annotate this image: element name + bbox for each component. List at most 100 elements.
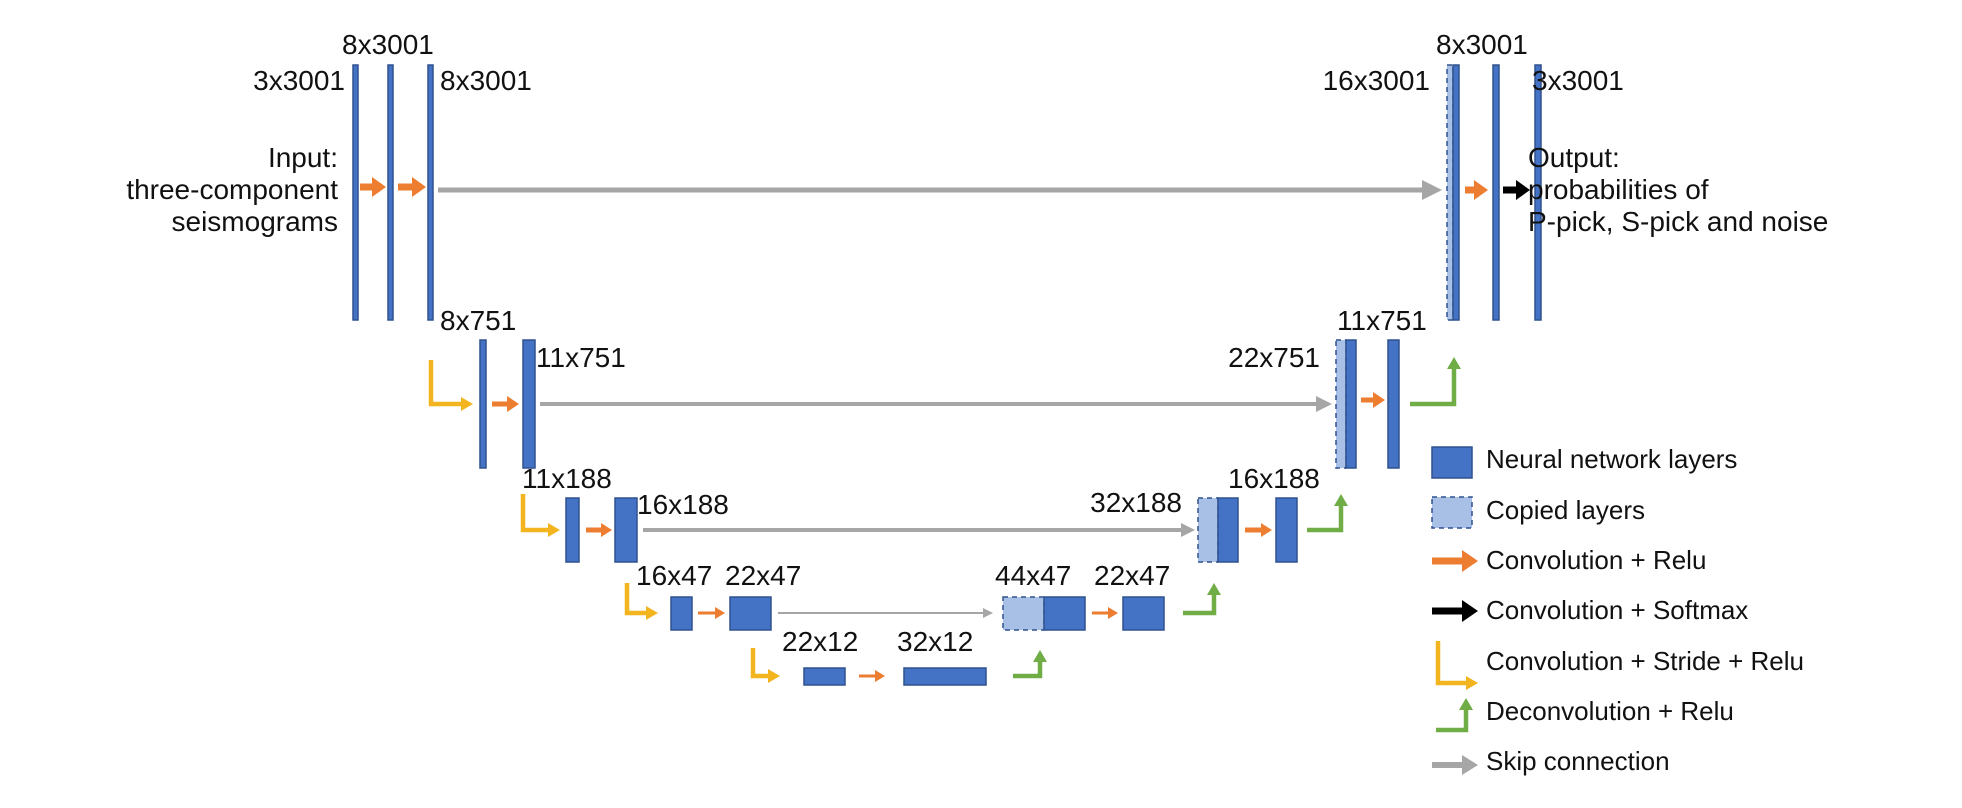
legend-conv-relu-icon-head <box>1462 550 1478 572</box>
layer-block <box>1043 596 1086 631</box>
dim-label: 11x188 <box>522 463 612 494</box>
dim-label: 8x3001 <box>440 65 532 96</box>
layer-block <box>1534 64 1542 321</box>
dim-label: 16x188 <box>637 489 729 520</box>
layer-block <box>1275 497 1298 563</box>
stride-arrow-head <box>768 669 780 683</box>
conv-stride-relu-arrow <box>520 494 560 537</box>
legend-label: Neural network layers <box>1486 444 1737 474</box>
layer-block <box>903 667 987 686</box>
deconv-arrow-body <box>1410 367 1457 407</box>
input-text-line-1: Input: <box>268 142 338 173</box>
conv-relu-arrow-head <box>1108 607 1118 619</box>
dim-label: 3x3001 <box>1532 65 1624 96</box>
dim-label: 11x751 <box>536 342 626 373</box>
deconv-relu-arrow <box>1436 698 1473 733</box>
conv-stride-relu-arrow <box>624 583 658 620</box>
output-description: Output: probabilities of P-pick, S-pick … <box>1528 142 1828 237</box>
deconv-relu-arrow <box>1307 494 1348 533</box>
dim-label: 22x751 <box>1228 342 1320 373</box>
stride-arrow-body <box>624 583 648 616</box>
network-layers <box>352 64 1542 686</box>
copied-layer-block <box>1431 496 1473 529</box>
deconv-arrow-body <box>1183 593 1217 616</box>
skip-connection-arrow-head <box>1316 396 1332 412</box>
layer-block <box>1217 497 1239 563</box>
layer-block <box>1387 339 1400 469</box>
legend-icons <box>1431 446 1478 775</box>
dim-label: 16x188 <box>1228 463 1320 494</box>
dim-label: 22x12 <box>782 626 858 657</box>
stride-arrow-head <box>646 606 658 620</box>
dim-label: 22x47 <box>725 560 801 591</box>
conv-relu-arrow-head <box>1373 392 1385 408</box>
layer-block <box>1345 339 1357 469</box>
deconv-arrow-body <box>1307 504 1344 533</box>
input-text-line-2: three-component <box>126 174 338 205</box>
output-text-line-3: P-pick, S-pick and noise <box>1528 206 1828 237</box>
conv-relu-arrow-head <box>1474 180 1488 200</box>
layer-block <box>614 497 638 563</box>
deconv-arrow-head <box>1334 494 1348 506</box>
dim-label: 32x188 <box>1090 487 1182 518</box>
dim-label: 8x751 <box>440 305 516 336</box>
conv-stride-relu-arrow <box>750 648 780 683</box>
deconv-relu-arrow <box>1013 650 1047 679</box>
stride-arrow-head <box>548 523 560 537</box>
layer-block <box>387 64 394 321</box>
dim-label: 32x12 <box>897 626 973 657</box>
stride-arrow-body <box>750 648 770 679</box>
stride-arrow-body <box>1435 641 1468 686</box>
deconv-arrow-body <box>1013 660 1043 679</box>
skip-connection-arrow-head <box>983 608 993 618</box>
dim-label: 16x47 <box>636 560 712 591</box>
dim-label: 8x3001 <box>1436 29 1528 60</box>
deconv-arrow-head <box>1033 650 1047 662</box>
dim-label: 22x47 <box>1094 560 1170 591</box>
dim-label: 11x751 <box>1337 305 1427 336</box>
layer-block <box>729 596 772 631</box>
dim-label: 16x3001 <box>1323 65 1430 96</box>
legend-conv-softmax-icon-head <box>1462 600 1478 622</box>
conv-relu-arrow-head <box>601 523 612 537</box>
layer-block <box>1122 596 1165 631</box>
dim-label: 44x47 <box>995 560 1071 591</box>
layer-block <box>427 64 434 321</box>
layer-block <box>522 339 536 469</box>
deconv-arrow-body <box>1436 708 1469 733</box>
conv-relu-arrow-head <box>412 177 426 197</box>
deconv-relu-arrow <box>1410 357 1461 407</box>
legend-label: Copied layers <box>1486 495 1645 525</box>
legend-label: Skip connection <box>1486 746 1670 776</box>
legend: Neural network layers Copied layers Conv… <box>1431 444 1804 776</box>
conv-relu-arrow-head <box>715 607 725 619</box>
layer-block <box>479 339 487 469</box>
stride-arrow-head <box>1466 676 1478 690</box>
legend-label: Deconvolution + Relu <box>1486 696 1734 726</box>
dim-label: 8x3001 <box>342 29 434 60</box>
conv-stride-relu-arrow <box>428 360 473 411</box>
input-text-line-3: seismograms <box>172 206 338 237</box>
legend-label: Convolution + Stride + Relu <box>1486 646 1804 676</box>
layer-block <box>1492 64 1500 321</box>
conv-relu-arrow-head <box>875 670 885 682</box>
deconv-arrow-head <box>1207 583 1221 595</box>
layer-block <box>565 497 580 563</box>
dim-label: 3x3001 <box>253 65 345 96</box>
copied-layer-block <box>1002 596 1045 631</box>
deconv-arrow-head <box>1459 698 1473 710</box>
dimension-labels: 3x3001 8x3001 8x3001 8x751 11x751 11x188… <box>253 29 1624 657</box>
layer-block <box>1452 64 1460 321</box>
legend-label: Convolution + Softmax <box>1486 595 1748 625</box>
input-description: Input: three-component seismograms <box>126 142 338 237</box>
skip-connection-arrow-head <box>1181 523 1195 537</box>
stride-arrow-head <box>461 397 473 411</box>
skip-connection-arrow-head <box>1422 180 1442 200</box>
deconv-arrow-head <box>1447 357 1461 369</box>
stride-arrow-body <box>520 494 550 533</box>
layer-block <box>352 64 359 321</box>
network-arrows <box>360 177 1530 683</box>
legend-label: Convolution + Relu <box>1486 545 1706 575</box>
layer-block <box>670 596 693 631</box>
stride-arrow-body <box>428 360 463 407</box>
